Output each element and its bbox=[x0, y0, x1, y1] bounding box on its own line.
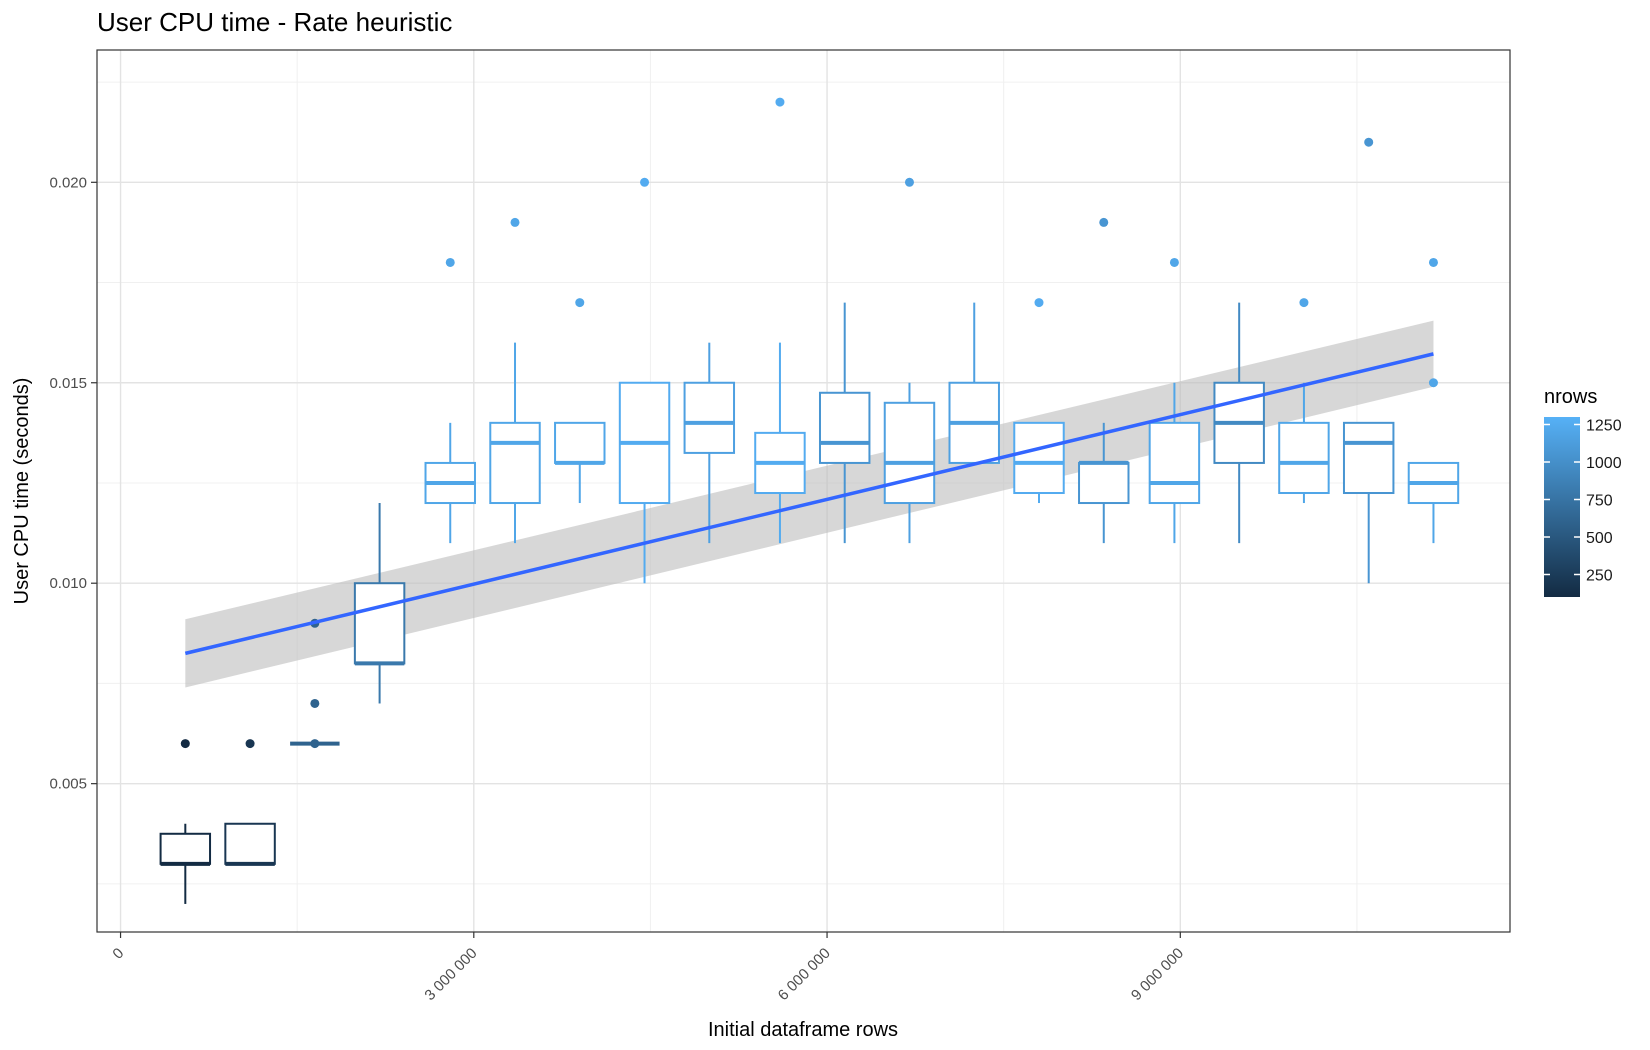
box-outlier bbox=[310, 698, 320, 708]
boxplot bbox=[159, 739, 212, 904]
box-body bbox=[1013, 421, 1065, 495]
boxplot bbox=[424, 257, 476, 544]
box-body bbox=[159, 832, 212, 865]
trend-line-layer bbox=[184, 352, 1434, 656]
legend-break-label: 250 bbox=[1586, 568, 1613, 585]
box-body bbox=[1078, 461, 1130, 505]
legend-break-label: 500 bbox=[1586, 530, 1613, 547]
box-outlier bbox=[904, 177, 914, 187]
box-body bbox=[353, 582, 406, 665]
legend-ticks: 250 500 750 1000 1250 bbox=[1544, 418, 1622, 585]
boxplot bbox=[1278, 298, 1330, 504]
box-body bbox=[554, 421, 606, 464]
y-tick-label: 0.010 bbox=[49, 575, 87, 592]
box-body bbox=[883, 401, 936, 505]
boxplot bbox=[754, 97, 806, 544]
trend-line bbox=[184, 352, 1434, 656]
legend-break-label: 1000 bbox=[1586, 455, 1622, 472]
box-outlier bbox=[1169, 257, 1179, 267]
x-tick-label: 6 000 000 bbox=[775, 945, 834, 1004]
y-tick-label: 0.020 bbox=[49, 174, 87, 191]
plot-panel-border bbox=[96, 49, 1511, 933]
box-body bbox=[224, 822, 276, 865]
chart-title: User CPU time - Rate heuristic bbox=[97, 7, 452, 37]
boxplot bbox=[489, 217, 541, 544]
box-body bbox=[489, 421, 541, 505]
color-legend: nrows 250 500 750 1000 1250 bbox=[1544, 386, 1622, 597]
box-outlier bbox=[310, 739, 320, 749]
legend-colorbar bbox=[1544, 417, 1580, 597]
legend-break-label: 750 bbox=[1586, 493, 1613, 510]
box-body bbox=[1278, 421, 1330, 495]
boxplot bbox=[1407, 257, 1460, 544]
box-outlier bbox=[445, 257, 455, 267]
x-axis-ticks: 0 3 000 000 6 000 000 9 000 000 bbox=[109, 932, 1187, 1004]
box-body bbox=[818, 391, 871, 464]
boxplot bbox=[353, 503, 406, 704]
y-axis-ticks: 0.005 0.010 0.015 0.020 bbox=[49, 174, 97, 793]
box-outlier bbox=[1428, 257, 1438, 267]
boxplot bbox=[554, 298, 606, 504]
box-outlier bbox=[1299, 298, 1309, 308]
box-outlier bbox=[245, 739, 255, 749]
y-tick-label: 0.005 bbox=[49, 776, 87, 793]
boxplot bbox=[224, 739, 276, 866]
x-tick-label: 3 000 000 bbox=[421, 945, 480, 1004]
boxplot bbox=[1078, 217, 1130, 544]
legend-title: nrows bbox=[1544, 386, 1597, 408]
box-outlier bbox=[1099, 217, 1109, 227]
boxplot bbox=[1013, 298, 1065, 504]
box-outlier bbox=[575, 298, 585, 308]
x-axis-title: Initial dataframe rows bbox=[708, 1019, 898, 1041]
y-axis-title: User CPU time (seconds) bbox=[11, 378, 33, 605]
x-tick-label: 9 000 000 bbox=[1128, 945, 1187, 1004]
x-tick-label: 0 bbox=[109, 945, 127, 963]
boxplot bbox=[948, 302, 1000, 464]
box-outlier bbox=[1364, 137, 1374, 147]
boxplot bbox=[683, 342, 736, 544]
box-body bbox=[1342, 421, 1395, 495]
boxplot bbox=[818, 302, 871, 544]
box-body bbox=[683, 381, 736, 454]
box-outlier bbox=[775, 97, 785, 107]
boxplot bbox=[883, 177, 936, 544]
box-outlier bbox=[1034, 298, 1044, 308]
legend-break-label: 1250 bbox=[1586, 418, 1622, 435]
box-outlier bbox=[510, 217, 520, 227]
boxplot bbox=[1342, 137, 1395, 584]
y-tick-label: 0.015 bbox=[49, 375, 87, 392]
box-body bbox=[1148, 421, 1201, 505]
box-outlier bbox=[1428, 378, 1438, 388]
box-outlier bbox=[640, 177, 650, 187]
boxplot bbox=[1148, 257, 1201, 544]
boxplot-layer bbox=[159, 97, 1460, 904]
box-outlier bbox=[180, 739, 190, 749]
